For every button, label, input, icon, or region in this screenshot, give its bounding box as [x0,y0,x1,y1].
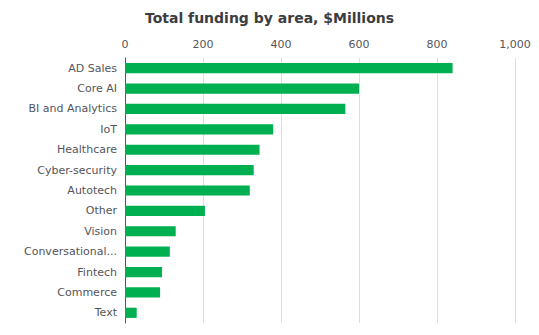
svg-text:Total funding by area, $Millio: Total funding by area, $Millions [145,10,394,26]
svg-text:BI and Analytics: BI and Analytics [29,102,118,115]
svg-text:Commerce: Commerce [57,286,117,299]
svg-text:400: 400 [271,38,292,51]
svg-text:Autotech: Autotech [67,184,117,197]
svg-text:200: 200 [193,38,214,51]
svg-text:AD Sales: AD Sales [68,62,117,75]
svg-text:1,000: 1,000 [499,38,531,51]
svg-text:600: 600 [349,38,370,51]
svg-text:Core AI: Core AI [77,82,117,95]
svg-text:Fintech: Fintech [77,266,117,279]
svg-text:Conversational...: Conversational... [24,245,117,258]
svg-text:Cyber-security: Cyber-security [37,164,117,177]
svg-text:IoT: IoT [100,123,117,136]
svg-text:Other: Other [86,204,118,217]
svg-text:800: 800 [427,38,448,51]
svg-text:Vision: Vision [84,225,117,238]
svg-text:Healthcare: Healthcare [57,143,117,156]
svg-text:Text: Text [94,306,118,319]
svg-text:0: 0 [122,38,129,51]
